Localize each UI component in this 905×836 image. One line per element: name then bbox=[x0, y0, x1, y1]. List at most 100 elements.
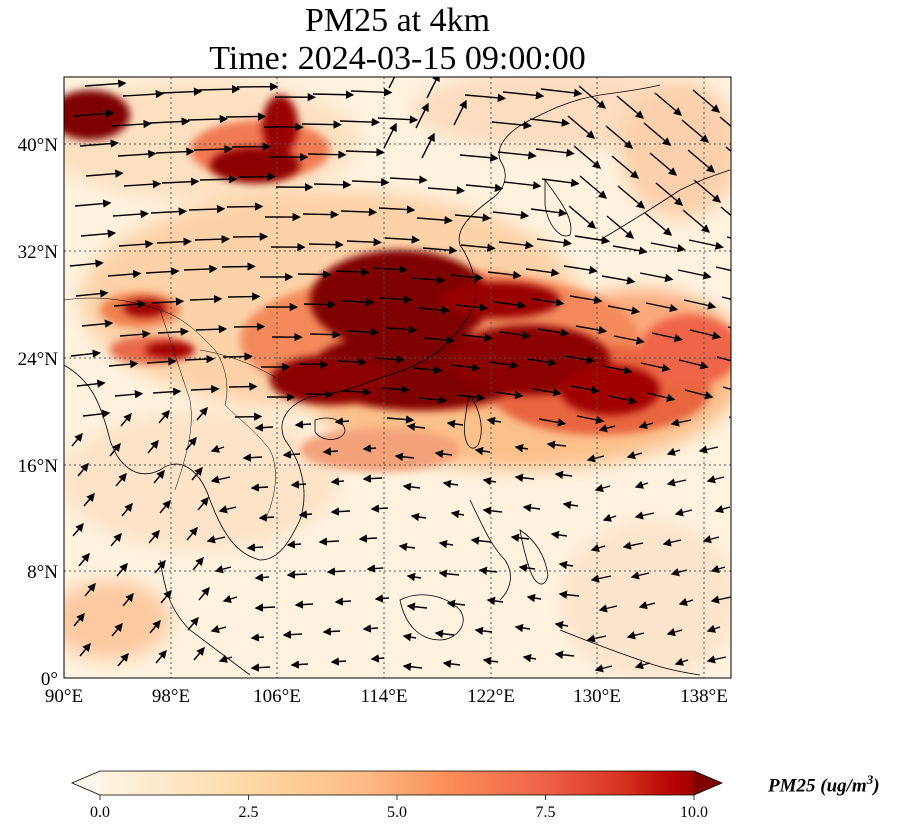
wind-arrow bbox=[76, 379, 106, 388]
wind-arrow bbox=[210, 625, 227, 634]
wind-arrow bbox=[536, 238, 573, 247]
wind-arrow bbox=[492, 210, 530, 220]
wind-arrow bbox=[107, 269, 142, 279]
wind-arrow bbox=[638, 601, 656, 610]
wind-arrow bbox=[221, 262, 256, 271]
wind-arrow bbox=[386, 415, 415, 424]
wind-arrow bbox=[336, 357, 367, 367]
wind-arrow bbox=[109, 442, 121, 457]
wind-arrow bbox=[655, 182, 684, 206]
wind-arrow bbox=[75, 289, 109, 298]
wind-arrow bbox=[303, 300, 337, 309]
wind-arrow bbox=[678, 359, 709, 370]
wind-arrow bbox=[330, 477, 345, 486]
wind-arrow bbox=[114, 390, 144, 399]
wind-arrow bbox=[406, 422, 426, 431]
wind-arrow bbox=[380, 385, 410, 394]
wind-arrow bbox=[210, 444, 225, 453]
wind-arrow bbox=[152, 387, 182, 396]
wind-arrow bbox=[374, 355, 405, 364]
wind-arrow bbox=[206, 535, 226, 544]
wind-arrow bbox=[608, 395, 638, 405]
wind-arrow bbox=[567, 115, 596, 139]
wind-arrow bbox=[347, 327, 380, 337]
wind-arrow bbox=[84, 582, 96, 597]
wind-arrow bbox=[385, 325, 418, 334]
wind-arrow bbox=[650, 242, 686, 253]
wind-arrow bbox=[149, 619, 161, 634]
lon-tick-labels: 90°E 98°E 106°E 114°E 122°E 130°E 138°E bbox=[45, 686, 728, 707]
wind-arrow bbox=[302, 210, 340, 219]
wind-arrow bbox=[478, 566, 498, 575]
wind-arrow bbox=[161, 177, 200, 186]
lon-tick-label: 90°E bbox=[45, 686, 83, 707]
wind-arrow bbox=[670, 568, 688, 577]
wind-arrow bbox=[160, 589, 172, 604]
wind-arrow bbox=[258, 513, 275, 522]
wind-arrow bbox=[710, 595, 731, 604]
wind-arrow bbox=[222, 594, 238, 603]
wind-arrow bbox=[199, 174, 238, 184]
wind-arrow bbox=[341, 297, 375, 307]
wind-arrow bbox=[716, 356, 731, 362]
wind-arrow bbox=[116, 562, 128, 577]
wind-arrow bbox=[254, 423, 274, 432]
wind-arrow bbox=[383, 122, 397, 149]
wind-arrow bbox=[719, 116, 731, 128]
wind-arrow bbox=[638, 420, 654, 429]
wind-arrow bbox=[654, 92, 683, 116]
wind-arrow bbox=[522, 654, 537, 663]
wind-arrow bbox=[194, 234, 230, 244]
wind-arrow bbox=[79, 642, 91, 657]
wind-arrow bbox=[227, 292, 261, 301]
wind-arrow bbox=[530, 208, 568, 217]
wind-arrow bbox=[297, 270, 332, 279]
wind-arrow bbox=[728, 416, 731, 419]
wind-arrow bbox=[434, 629, 455, 638]
wind-arrow bbox=[532, 388, 562, 397]
wind-arrow bbox=[693, 179, 722, 203]
wind-arrow bbox=[456, 393, 486, 402]
wind-arrow bbox=[706, 624, 721, 633]
wind-arrow bbox=[157, 327, 189, 336]
wind-arrow bbox=[112, 209, 149, 219]
wind-arrow bbox=[491, 120, 533, 130]
wind-arrow bbox=[486, 416, 502, 426]
colorbar-ticks bbox=[99, 795, 695, 800]
map-title-line-2: Time: 2024-03-15 09:00:00 bbox=[209, 40, 586, 77]
wind-arrow bbox=[117, 149, 157, 159]
wind-arrow bbox=[710, 564, 726, 573]
wind-arrow bbox=[494, 390, 524, 400]
wind-arrow bbox=[410, 512, 427, 522]
wind-arrow bbox=[290, 660, 309, 669]
wind-arrow bbox=[626, 451, 643, 460]
wind-arrow bbox=[286, 540, 302, 549]
wind-arrow bbox=[529, 118, 571, 127]
wind-arrow bbox=[330, 657, 347, 666]
wind-arrow bbox=[715, 266, 731, 272]
wind-arrow bbox=[121, 502, 133, 517]
wind-arrow bbox=[541, 178, 580, 187]
wind-arrow bbox=[421, 132, 435, 159]
wind-arrow bbox=[698, 445, 719, 454]
wind-arrow bbox=[298, 360, 329, 369]
wind-arrow bbox=[684, 389, 714, 400]
wind-arrow bbox=[377, 115, 419, 124]
colorbar-label-main: PM25 (ug/m bbox=[768, 775, 867, 797]
wind-arrow bbox=[362, 444, 377, 453]
gridlines bbox=[64, 77, 731, 678]
wind-arrow bbox=[465, 183, 504, 192]
wind-arrow bbox=[122, 89, 165, 99]
wind-arrow bbox=[70, 349, 101, 358]
wind-arrow bbox=[366, 564, 384, 573]
wind-arrow bbox=[85, 169, 124, 178]
wind-arrow bbox=[417, 305, 451, 315]
wind-arrow bbox=[683, 299, 717, 310]
wind-arrow bbox=[590, 543, 606, 552]
wind-arrow bbox=[113, 299, 147, 309]
wind-arrow bbox=[122, 592, 134, 607]
wind-arrow bbox=[111, 119, 152, 129]
wind-arrow bbox=[402, 633, 417, 642]
wind-arrow bbox=[666, 447, 681, 456]
wind-arrow bbox=[156, 237, 192, 246]
